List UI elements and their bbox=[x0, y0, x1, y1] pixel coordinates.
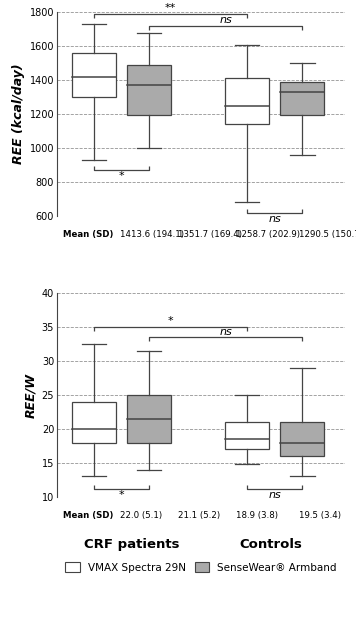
Bar bbox=[225, 78, 269, 124]
Text: ns: ns bbox=[268, 214, 281, 224]
Text: Mean (SD): Mean (SD) bbox=[63, 230, 113, 239]
Text: Controls: Controls bbox=[239, 538, 302, 550]
Bar bbox=[72, 402, 116, 443]
Text: 1258.7 (202.9): 1258.7 (202.9) bbox=[236, 230, 300, 239]
Bar bbox=[280, 82, 324, 115]
Bar bbox=[127, 65, 171, 115]
Text: ns: ns bbox=[219, 15, 232, 25]
Text: ns: ns bbox=[268, 490, 281, 500]
Text: *: * bbox=[119, 490, 124, 500]
Text: 1290.5 (150.7): 1290.5 (150.7) bbox=[299, 230, 356, 239]
Y-axis label: REE (kcal/day): REE (kcal/day) bbox=[12, 64, 25, 165]
Text: 1413.6 (194.1): 1413.6 (194.1) bbox=[120, 230, 184, 239]
Text: 1351.7 (169.4): 1351.7 (169.4) bbox=[178, 230, 242, 239]
Legend: VMAX Spectra 29N, SenseWear® Armband: VMAX Spectra 29N, SenseWear® Armband bbox=[61, 558, 341, 577]
Bar bbox=[280, 422, 324, 456]
Text: 19.5 (3.4): 19.5 (3.4) bbox=[299, 511, 341, 520]
Bar bbox=[72, 53, 116, 97]
Bar bbox=[127, 395, 171, 443]
Text: *: * bbox=[168, 316, 173, 327]
Text: CRF patients: CRF patients bbox=[84, 538, 180, 550]
Text: ns: ns bbox=[219, 327, 232, 337]
Y-axis label: REE/W: REE/W bbox=[25, 373, 37, 417]
Text: **: ** bbox=[165, 3, 176, 13]
Text: 22.0 (5.1): 22.0 (5.1) bbox=[120, 511, 163, 520]
Text: 21.1 (5.2): 21.1 (5.2) bbox=[178, 511, 220, 520]
Text: 18.9 (3.8): 18.9 (3.8) bbox=[236, 511, 278, 520]
Text: *: * bbox=[119, 171, 124, 181]
Bar bbox=[225, 422, 269, 450]
Text: Mean (SD): Mean (SD) bbox=[63, 511, 113, 520]
